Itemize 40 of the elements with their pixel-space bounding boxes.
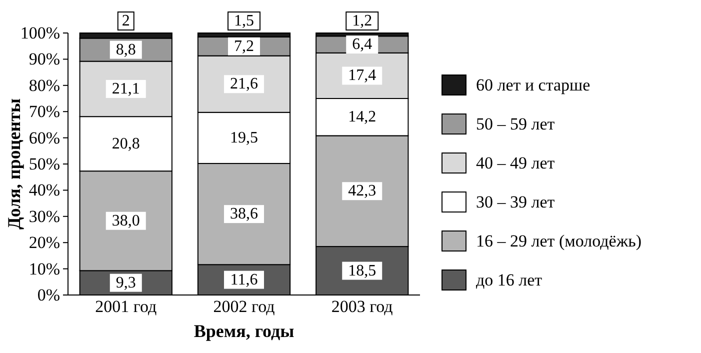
data-label: 11,6: [230, 271, 258, 288]
legend-label: 60 лет и старше: [476, 76, 590, 94]
y-tick-label: 50%: [28, 154, 60, 174]
data-label: 6,4: [352, 36, 372, 54]
data-label: 8,8: [116, 41, 136, 58]
x-tick-label: 2003 год: [331, 297, 394, 316]
legend-label: до 16 лет: [476, 270, 543, 290]
y-tick-label: 30%: [28, 206, 60, 226]
data-label: 38,6: [230, 206, 258, 223]
x-tick-label: 2002 год: [213, 297, 276, 316]
data-label: 14,2: [348, 108, 376, 126]
y-tick-label: 70%: [28, 102, 60, 122]
data-label: 1,5: [234, 12, 254, 30]
legend-label: 50 – 59 лет: [476, 114, 556, 134]
legend-label: 30 – 39 лет: [476, 192, 556, 212]
data-label: 18,5: [348, 262, 376, 280]
y-tick-label: 90%: [28, 50, 60, 69]
legend-label: 40 – 49 лет: [476, 154, 556, 172]
y-tick-label: 10%: [28, 259, 60, 278]
data-label: 19,5: [230, 129, 258, 146]
y-tick-label: 80%: [28, 76, 60, 95]
data-label: 2: [122, 12, 130, 30]
y-tick-label: 20%: [28, 233, 60, 252]
y-tick-label: 0%: [37, 286, 60, 304]
data-label: 7,2: [234, 38, 254, 55]
data-label: 1,2: [352, 12, 372, 30]
x-axis-title: Время, годы: [194, 321, 294, 341]
y-axis-title: Доля, проценты: [4, 98, 24, 230]
data-label: 21,6: [230, 76, 258, 93]
data-label: 9,3: [116, 274, 136, 292]
data-label: 38,0: [112, 212, 140, 230]
y-tick-label: 60%: [28, 128, 60, 148]
data-label: 17,4: [348, 67, 376, 84]
data-label: 42,3: [348, 182, 376, 200]
data-label: 21,1: [112, 80, 140, 98]
y-tick-label: 100%: [20, 24, 60, 42]
y-tick-label: 40%: [28, 180, 60, 200]
legend-label: 16 – 29 лет (молодёжь): [476, 232, 642, 250]
data-label: 20,8: [112, 135, 140, 152]
x-tick-label: 2001 год: [95, 297, 157, 316]
